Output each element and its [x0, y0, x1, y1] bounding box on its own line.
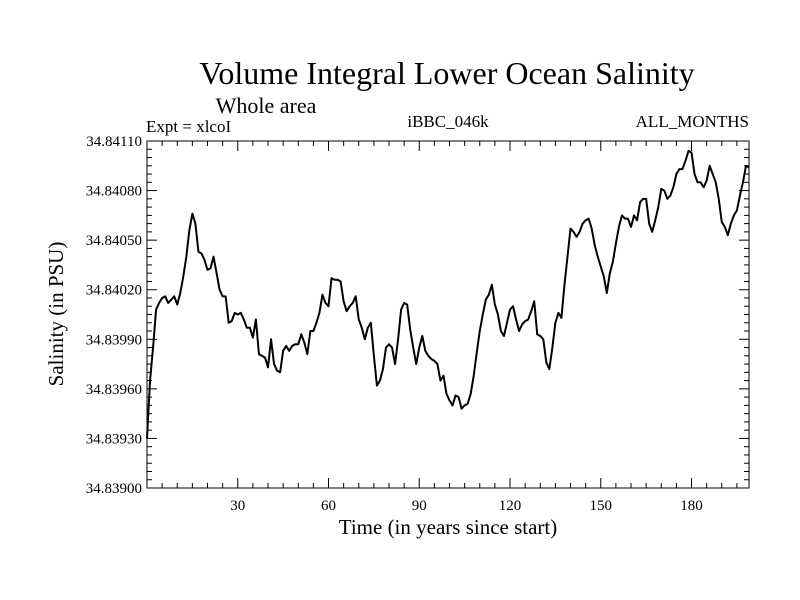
y-tick-label: 34.83960	[86, 382, 142, 398]
y-tick-label: 34.83900	[86, 481, 142, 497]
y-tick-label: 34.83930	[86, 431, 142, 447]
y-tick-label: 34.84050	[86, 233, 142, 249]
x-tick-label: 150	[590, 498, 613, 514]
y-axis-label: Salinity (in PSU)	[44, 242, 68, 387]
x-tick-label: 180	[680, 498, 703, 514]
tick-labels: 30 60 90 120 150 180 34.83900 34.83930 34.83960 3…	[86, 134, 703, 514]
y-tick-label: 34.83990	[86, 332, 142, 348]
salinity-series-line	[146, 149, 750, 439]
y-tick-label: 34.84080	[86, 184, 142, 200]
x-tick-label: 60	[321, 498, 336, 514]
tick-marks	[147, 141, 749, 488]
plot-frame	[146, 140, 750, 489]
x-tick-label: 90	[412, 498, 427, 514]
run-id-label: iBBC_046k	[407, 112, 489, 131]
y-tick-label: 34.84020	[86, 283, 142, 299]
experiment-label: Expt = xlcoI	[146, 117, 231, 136]
chart-title: Volume Integral Lower Ocean Salinity	[199, 55, 694, 91]
chart-subtitle: Whole area	[216, 93, 317, 118]
y-tick-label: 34.84110	[86, 134, 142, 150]
months-label: ALL_MONTHS	[636, 112, 749, 131]
x-tick-label: 30	[230, 498, 245, 514]
x-tick-label: 120	[499, 498, 522, 514]
x-axis-label: Time (in years since start)	[339, 515, 558, 539]
